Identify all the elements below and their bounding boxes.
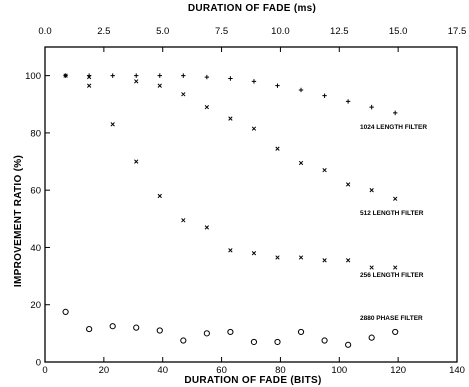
- x-tick-label: 60: [216, 365, 227, 376]
- filter-512-point: [322, 167, 327, 173]
- series-label-1: 1024 LENGTH FILTER: [360, 124, 427, 131]
- filter-1024-point: [275, 83, 280, 88]
- filter-256-point: [393, 265, 398, 270]
- y-tick-label: 20: [30, 300, 41, 311]
- filter-1024-point: [393, 110, 398, 116]
- y-tick-label: 60: [30, 186, 41, 197]
- x2-tick-label: 10.0: [271, 26, 290, 37]
- left-axis-ticks: 0 20 40 60 80 100: [25, 71, 50, 369]
- y-tick-label: 0: [36, 358, 41, 369]
- phase-filter-point: [156, 327, 163, 334]
- filter-256-point: [110, 122, 115, 127]
- top-axis-ticks: 0.0 2.5 5.0 7.5 10.0 12.5 15.0 17.5: [38, 26, 466, 52]
- filter-1024-point: [110, 73, 115, 78]
- filter-512-point: [204, 104, 210, 110]
- x-tick-label: 40: [157, 365, 168, 376]
- filter-256-point: [157, 193, 162, 199]
- y-tick-label: 40: [30, 243, 41, 254]
- phase-filter-point: [133, 324, 140, 331]
- filter-1024-point: [251, 79, 257, 84]
- x2-axis-title: DURATION OF FADE (ms): [188, 3, 316, 14]
- phase-filter-point: [109, 323, 116, 330]
- filter-512-point: [393, 196, 398, 201]
- filter-1024-point: [181, 73, 186, 78]
- x2-tick-label: 12.5: [330, 26, 349, 37]
- phase-filter-point: [227, 328, 234, 336]
- filter-256-point: [181, 218, 186, 223]
- x-tick-label: 80: [275, 365, 286, 376]
- phase-filter-point: [203, 330, 210, 337]
- filter-512-point: [157, 83, 162, 88]
- x2-tick-label: 0.0: [38, 26, 51, 37]
- filter-512-point: [369, 188, 374, 193]
- filter-1024-point: [322, 93, 327, 98]
- filter-256-point: [86, 83, 92, 88]
- phase-filter-point: [345, 341, 352, 348]
- phase-filter-point: [321, 337, 328, 344]
- plot-border: [44, 46, 458, 363]
- filter-256-point: [345, 258, 351, 263]
- filter-1024-point: [345, 99, 351, 104]
- filter-1024-point: [134, 73, 139, 78]
- series-label-4: 2880 PHASE FILTER: [360, 315, 423, 322]
- phase-filter-point: [368, 334, 375, 341]
- filter-1024-point: [204, 74, 210, 80]
- bottom-axis-ticks: 0 20 40 60 80 100 120 140: [42, 357, 465, 376]
- y-tick-label: 100: [25, 71, 41, 82]
- filter-512-point: [228, 116, 233, 121]
- filter-256-point: [322, 258, 327, 263]
- phase-filter-point: [86, 325, 93, 333]
- series-label-3: 256 LENGTH FILTER: [360, 272, 424, 279]
- filter-256-point: [228, 248, 233, 253]
- phase-filter-point: [297, 328, 305, 336]
- filter-256-point: [204, 225, 210, 230]
- x2-tick-label: 17.5: [448, 26, 467, 37]
- y-axis-title: IMPROVEMENT RATIO (%): [13, 155, 24, 287]
- x2-tick-label: 5.0: [156, 26, 169, 37]
- x-tick-label: 140: [449, 365, 465, 376]
- phase-filter-point: [62, 308, 69, 315]
- series-label-2: 512 LENGTH FILTER: [360, 210, 424, 217]
- phase-filter-point: [180, 337, 187, 344]
- filter-512-point: [134, 79, 139, 84]
- filter-512-point: [251, 126, 257, 131]
- filter-256-point: [369, 265, 374, 270]
- filter-512-point: [86, 74, 92, 80]
- x-axis-title: DURATION OF FADE (BITS): [184, 375, 321, 386]
- filter-1024-point: [298, 87, 304, 93]
- x2-tick-label: 15.0: [389, 26, 408, 37]
- phase-filter-point: [274, 338, 281, 346]
- filter-1024-point: [228, 76, 233, 81]
- filter-512-point: [181, 92, 186, 97]
- y-tick-label: 80: [30, 128, 41, 139]
- plot-frame: [44, 46, 458, 363]
- x2-tick-label: 7.5: [215, 26, 228, 37]
- x2-tick-label: 2.5: [97, 26, 110, 37]
- filter-512-point: [345, 182, 351, 187]
- x-tick-label: 20: [99, 365, 110, 376]
- filter-512-point: [298, 160, 304, 166]
- x-tick-label: 100: [331, 365, 347, 376]
- filter-256-point: [251, 251, 257, 256]
- filter-512-point: [275, 146, 280, 151]
- filter-512-point: [63, 73, 68, 78]
- data-points: [62, 73, 399, 348]
- phase-filter-point: [250, 338, 258, 346]
- filter-256-point: [134, 159, 139, 164]
- filter-1024-point: [369, 104, 374, 110]
- x-tick-label: 120: [390, 365, 406, 376]
- x-tick-label: 0: [42, 365, 47, 376]
- phase-filter-point: [392, 328, 399, 336]
- series-labels: 1024 LENGTH FILTER 512 LENGTH FILTER 256 L…: [360, 124, 427, 322]
- filter-256-point: [298, 255, 304, 260]
- filter-1024-point: [157, 73, 162, 78]
- filter-256-point: [275, 255, 280, 260]
